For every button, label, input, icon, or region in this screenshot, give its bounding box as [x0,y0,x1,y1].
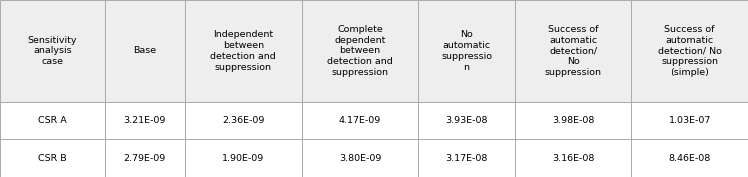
Bar [0,139,105,177]
Text: 3.80E-09: 3.80E-09 [339,154,381,163]
Text: Success of
automatic
detection/ No
suppression
(simple): Success of automatic detection/ No suppr… [657,25,722,77]
Text: Independent
between
detection and
suppression: Independent between detection and suppre… [210,30,276,72]
Bar [105,0,185,102]
Bar [631,102,748,139]
Text: 3.21E-09: 3.21E-09 [123,116,166,125]
Bar [301,139,418,177]
Text: CSR B: CSR B [38,154,67,163]
Bar [0,0,105,102]
Bar [185,102,301,139]
Text: 1.90E-09: 1.90E-09 [222,154,265,163]
Text: 4.17E-09: 4.17E-09 [339,116,381,125]
Bar [515,139,631,177]
Bar [185,139,301,177]
Bar [418,0,515,102]
Bar [631,139,748,177]
Bar [301,0,418,102]
Text: Complete
dependent
between
detection and
suppression: Complete dependent between detection and… [327,25,393,77]
Bar [185,0,301,102]
Text: 3.98E-08: 3.98E-08 [552,116,594,125]
Bar [515,102,631,139]
Text: 2.79E-09: 2.79E-09 [123,154,166,163]
Text: 2.36E-09: 2.36E-09 [222,116,265,125]
Text: CSR A: CSR A [38,116,67,125]
Bar [301,102,418,139]
Text: Success of
automatic
detection/
No
suppression: Success of automatic detection/ No suppr… [545,25,601,77]
Bar [0,102,105,139]
Text: 3.93E-08: 3.93E-08 [445,116,488,125]
Bar [105,139,185,177]
Text: 3.17E-08: 3.17E-08 [445,154,488,163]
Bar [105,102,185,139]
Text: 1.03E-07: 1.03E-07 [669,116,711,125]
Text: 8.46E-08: 8.46E-08 [669,154,711,163]
Text: Base: Base [133,46,156,55]
Bar [515,0,631,102]
Bar [418,139,515,177]
Bar [631,0,748,102]
Bar [418,102,515,139]
Text: No
automatic
suppressio
n: No automatic suppressio n [441,30,492,72]
Text: Sensitivity
analysis
case: Sensitivity analysis case [28,36,77,66]
Text: 3.16E-08: 3.16E-08 [552,154,594,163]
